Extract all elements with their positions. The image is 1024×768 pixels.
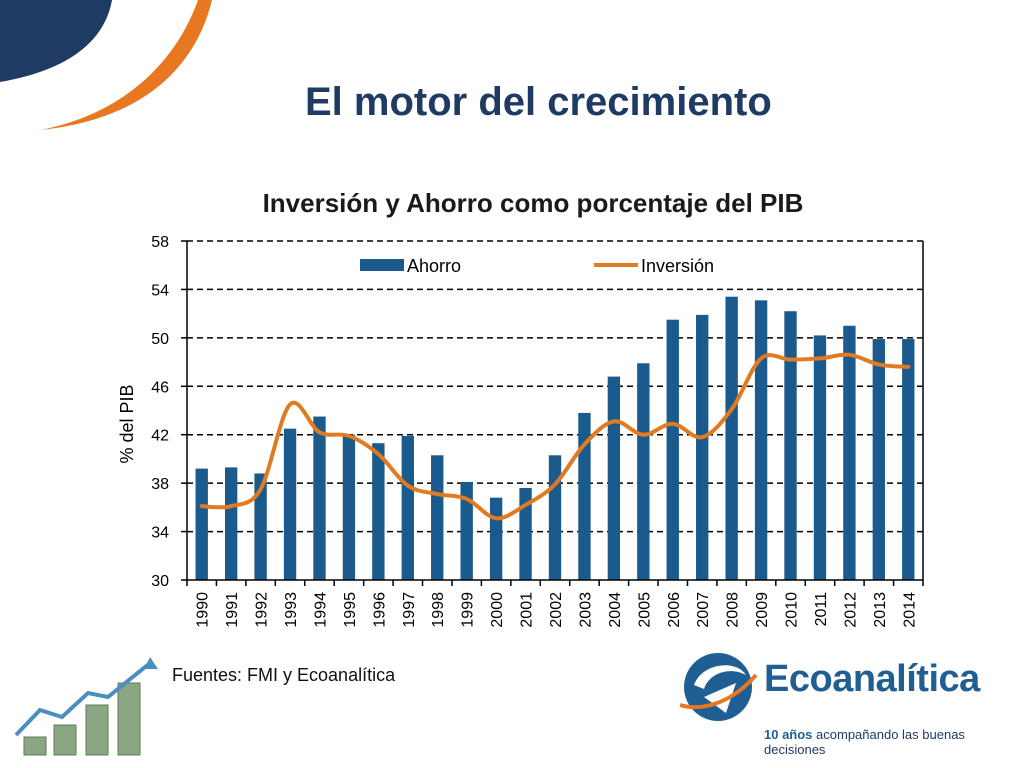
bar-ahorro-1992 [254,473,267,580]
ahorro-bars [195,296,915,580]
bar-ahorro-1995 [342,434,356,580]
slide-title: El motor del crecimiento [305,80,772,124]
x-tick-label: 2011 [813,592,830,627]
x-tick-label: 1997 [401,592,418,628]
y-axis-label: % del PIB [117,384,137,463]
legend-label-inversion: Inversión [641,256,714,276]
bar-ahorro-2000 [489,497,503,580]
y-tick-label: 34 [151,525,169,542]
bar-ahorro-1996 [372,443,385,580]
bar-ahorro-2013 [872,339,886,580]
x-tick-label: 2003 [577,592,594,628]
bar-ahorro-2011 [813,335,827,580]
y-tick-label: 58 [151,234,169,251]
x-tick-label: 2013 [872,592,889,628]
brand-name: Ecoanalítica [764,658,980,700]
chart: Inversión y Ahorro como porcentaje del P… [117,188,924,628]
bar-ahorro-2001 [519,487,532,580]
x-tick-label: 1995 [342,592,359,628]
x-tick-label: 2000 [489,592,506,628]
bar-ahorro-2002 [548,455,562,580]
bar-ahorro-1998 [431,455,444,580]
bar-ahorro-2005 [637,363,650,580]
bar-ahorro-2003 [578,412,591,580]
legend: Ahorro Inversión [360,256,714,276]
y-tick-label: 50 [151,331,169,348]
orange-swoosh [40,0,212,130]
x-tick-label: 1996 [371,592,388,628]
x-tick-label: 2010 [784,592,801,628]
x-tick-label: 2002 [548,592,565,628]
gridlines [187,240,923,533]
x-tick-label: 2001 [519,592,536,628]
chart-title: Inversión y Ahorro como porcentaje del P… [263,188,804,218]
bar-ahorro-2007 [696,314,709,580]
y-tick-label: 42 [151,428,169,445]
y-tick-label: 46 [151,379,169,396]
x-tick-labels: 1990 1991 1992 1993 1994 1995 1996 1997 1998 1999… [195,592,919,628]
y-tick-label: 38 [151,476,169,493]
x-tick-label: 1993 [283,592,300,628]
x-tick-label: 2014 [901,592,918,628]
bar-ahorro-1999 [460,481,473,580]
y-tick-label: 54 [151,282,169,299]
x-tick-label: 2007 [695,592,712,628]
x-tick-label: 1991 [224,592,241,628]
bar-ahorro-2014 [902,339,915,580]
x-tick-label: 2009 [754,592,771,628]
legend-swatch-ahorro [360,259,404,271]
y-tick-label: 30 [151,573,169,590]
navy-swoosh [0,0,112,82]
corner-decoration [0,0,212,130]
bar-ahorro-2006 [666,319,679,580]
x-tick-label: 2005 [636,592,653,628]
brand-tagline: 10 años acompañando las buenas decisione… [764,727,1024,757]
bar-ahorro-1991 [224,467,238,580]
ecoanalitica-logo-icon [680,653,758,721]
bar-ahorro-1994 [313,416,326,580]
bar-ahorro-1993 [283,428,297,580]
x-tick-label: 1994 [312,592,329,628]
axes [181,240,924,586]
bar-ahorro-2010 [784,311,797,580]
x-tick-label: 2004 [607,592,624,628]
bar-ahorro-2004 [607,376,621,580]
bar-ahorro-2012 [843,325,856,580]
x-tick-label: 1998 [430,592,447,628]
money-growth-illustration [14,657,158,756]
bar-ahorro-2009 [754,300,768,580]
inversion-line [199,352,911,521]
legend-label-ahorro: Ahorro [407,256,461,276]
x-tick-label: 1992 [254,592,271,628]
x-tick-label: 2012 [842,592,859,628]
brand-tagline-text: acompañando las buenas decisiones [764,727,965,757]
bar-ahorro-2008 [725,296,738,580]
x-tick-label: 1990 [195,592,212,628]
x-tick-label: 1999 [460,592,477,628]
y-tick-labels: 30 34 38 42 46 50 54 58 [151,234,169,590]
brand-tagline-years: 10 años [764,727,813,742]
x-tick-label: 2006 [666,592,683,628]
bar-ahorro-1990 [195,468,208,580]
x-tick-label: 2008 [725,592,742,628]
source-note: Fuentes: FMI y Ecoanalítica [172,665,396,685]
bar-ahorro-1997 [401,435,414,580]
